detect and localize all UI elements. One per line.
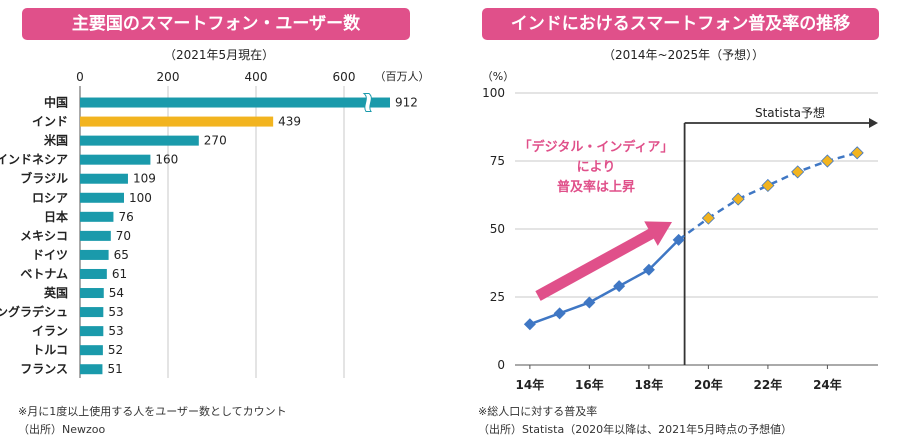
x-tick-label: 22年 xyxy=(754,377,783,392)
category-label: ベトナム xyxy=(20,267,68,281)
forecast-label: Statista予想 xyxy=(755,105,825,120)
bar xyxy=(80,345,103,356)
x-tick-label: 20年 xyxy=(694,377,723,392)
forecast-point xyxy=(701,211,715,225)
category-label: インドネシア xyxy=(0,153,68,167)
x-tick-label: 0 xyxy=(76,70,84,84)
annotation-line: により xyxy=(577,160,616,175)
bar xyxy=(80,288,104,299)
bar-value-label: 270 xyxy=(204,134,227,148)
growth-arrow-shaft xyxy=(535,225,661,301)
category-label: ブラジル xyxy=(20,171,68,186)
bar xyxy=(80,230,111,241)
bar-value-label: 53 xyxy=(108,305,123,319)
y-tick-label: 50 xyxy=(490,222,505,236)
bar-value-label: 439 xyxy=(278,115,301,129)
x-tick-label: 24年 xyxy=(813,377,842,392)
right-chart-title: インドにおけるスマートフォン普及率の推移 xyxy=(482,8,879,40)
bar xyxy=(80,307,104,318)
right-chart-subtitle: （2014年~2025年（予想）） xyxy=(603,48,765,62)
y-tick-label: 0 xyxy=(497,358,505,372)
bar xyxy=(80,249,109,260)
axis-break-mark xyxy=(362,93,372,113)
left-chart-subtitle: （2021年5月現在） xyxy=(164,48,275,62)
x-tick-label: 16年 xyxy=(575,377,604,392)
category-label: ロシア xyxy=(32,191,68,205)
forecast-arrow-head xyxy=(869,118,878,128)
x-tick-label: 18年 xyxy=(635,377,664,392)
forecast-point xyxy=(791,165,805,179)
bar-value-label: 912 xyxy=(395,96,418,110)
bar-value-label: 53 xyxy=(108,324,123,338)
bar xyxy=(80,326,104,337)
y-tick-label: 25 xyxy=(490,290,505,304)
x-tick-label: 400 xyxy=(245,70,268,84)
category-label: 米国 xyxy=(44,133,68,148)
bar-value-label: 109 xyxy=(133,172,156,186)
bar xyxy=(80,135,199,146)
actual-series-line xyxy=(529,238,680,326)
annotation-line: 「デジタル・インディア」 xyxy=(519,139,674,155)
left-note: ※月に1度以上使用する人をユーザー数としてカウント xyxy=(18,405,287,418)
bar xyxy=(80,97,390,108)
x-tick-label: 600 xyxy=(333,70,356,84)
left-source: （出所）Newzoo xyxy=(18,423,106,436)
right-source: （出所）Statista（2020年以降は、2021年5月時点の予想値） xyxy=(478,423,793,436)
category-label: フランス xyxy=(20,362,68,376)
category-label: メキシコ xyxy=(20,229,68,243)
left-chart-title: 主要国のスマートフォン・ユーザー数 xyxy=(22,8,410,40)
category-label: イラン xyxy=(32,324,68,338)
forecast-series-line xyxy=(677,151,858,241)
category-label: 中国 xyxy=(44,95,68,110)
actual-point xyxy=(613,280,626,293)
bar xyxy=(80,268,107,279)
bar-value-label: 61 xyxy=(112,267,127,281)
actual-point xyxy=(553,307,566,320)
growth-arrow-head xyxy=(644,221,672,246)
category-label: バングラデシュ xyxy=(0,304,68,319)
bar-value-label: 100 xyxy=(129,191,152,205)
bar xyxy=(80,116,274,127)
forecast-point xyxy=(731,192,745,206)
y-unit-label: （%） xyxy=(482,70,514,83)
bar xyxy=(80,211,114,222)
category-label: インド xyxy=(32,115,68,129)
x-unit-label: （百万人） xyxy=(375,70,430,83)
right-note: ※総人口に対する普及率 xyxy=(478,405,598,418)
category-label: トルコ xyxy=(32,343,68,357)
category-label: ドイツ xyxy=(32,248,68,262)
actual-point xyxy=(523,318,536,331)
category-label: 日本 xyxy=(44,209,68,224)
bar xyxy=(80,364,103,375)
actual-point xyxy=(583,296,596,309)
category-label: 英国 xyxy=(44,285,68,300)
y-tick-label: 100 xyxy=(482,86,505,100)
forecast-point xyxy=(850,146,864,160)
actual-point xyxy=(642,263,655,276)
forecast-point xyxy=(820,154,834,168)
bar xyxy=(80,173,128,184)
forecast-point xyxy=(761,178,775,193)
x-tick-label: 200 xyxy=(157,70,180,84)
bar-value-label: 70 xyxy=(116,229,131,243)
bar xyxy=(80,192,124,203)
bar xyxy=(80,154,151,165)
bar-value-label: 51 xyxy=(107,362,122,376)
actual-point xyxy=(672,233,685,246)
x-tick-label: 14年 xyxy=(516,377,545,392)
bar-value-label: 52 xyxy=(108,343,123,357)
bar-value-label: 54 xyxy=(109,286,124,300)
y-tick-label: 75 xyxy=(490,154,505,168)
bar-value-label: 65 xyxy=(114,248,129,262)
bar-value-label: 160 xyxy=(155,153,178,167)
annotation-line: 普及率は上昇 xyxy=(557,179,635,195)
bar-value-label: 76 xyxy=(118,210,133,224)
